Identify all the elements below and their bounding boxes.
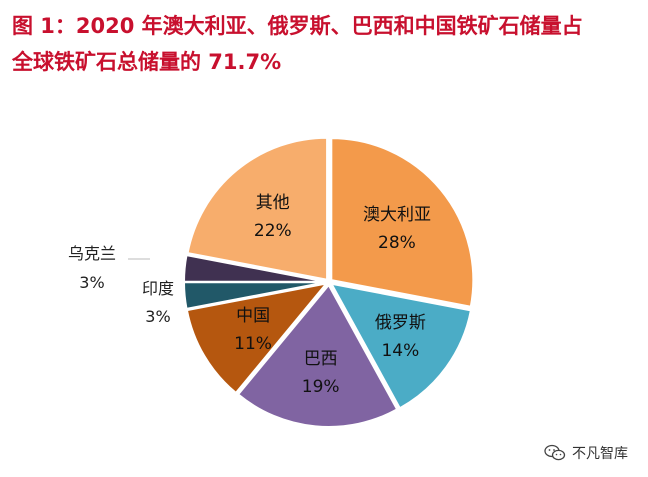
slice-value-2: 19% [302,377,340,397]
watermark-text: 不凡智库 [572,446,628,462]
slice-label-5: 乌克兰 [68,244,116,263]
pie-slice-1 [329,282,473,410]
slice-label-3: 中国 [236,306,270,326]
slice-value-0: 28% [378,233,416,253]
wechat-icon [544,444,566,461]
slice-value-4: 3% [145,307,170,326]
slice-label-2: 巴西 [304,349,338,369]
pie-slice-0 [330,137,475,308]
watermark: 不凡智库 [544,443,628,463]
slice-label-4: 印度 [142,279,174,298]
pie-slice-3 [185,282,329,395]
slice-value-1: 14% [381,341,419,361]
pie-slice-5 [183,253,327,283]
slice-value-3: 11% [234,334,272,354]
chart-title: 图 1：2020 年澳大利亚、俄罗斯、巴西和中国铁矿石储量占 全球铁矿石总储量的… [12,8,632,80]
pie-slice-6 [186,136,329,281]
slice-label-6: 其他 [256,193,290,213]
chart-title-line1: 图 1：2020 年澳大利亚、俄罗斯、巴西和中国铁矿石储量占 [12,14,583,38]
chart-title-line2: 全球铁矿石总储量的 71.7% [12,50,282,74]
pie-slice-2 [236,283,399,428]
slice-label-1: 俄罗斯 [375,313,426,333]
slice-value-5: 3% [79,273,104,292]
slice-label-0: 澳大利亚 [363,205,431,225]
slice-value-6: 22% [254,221,292,241]
